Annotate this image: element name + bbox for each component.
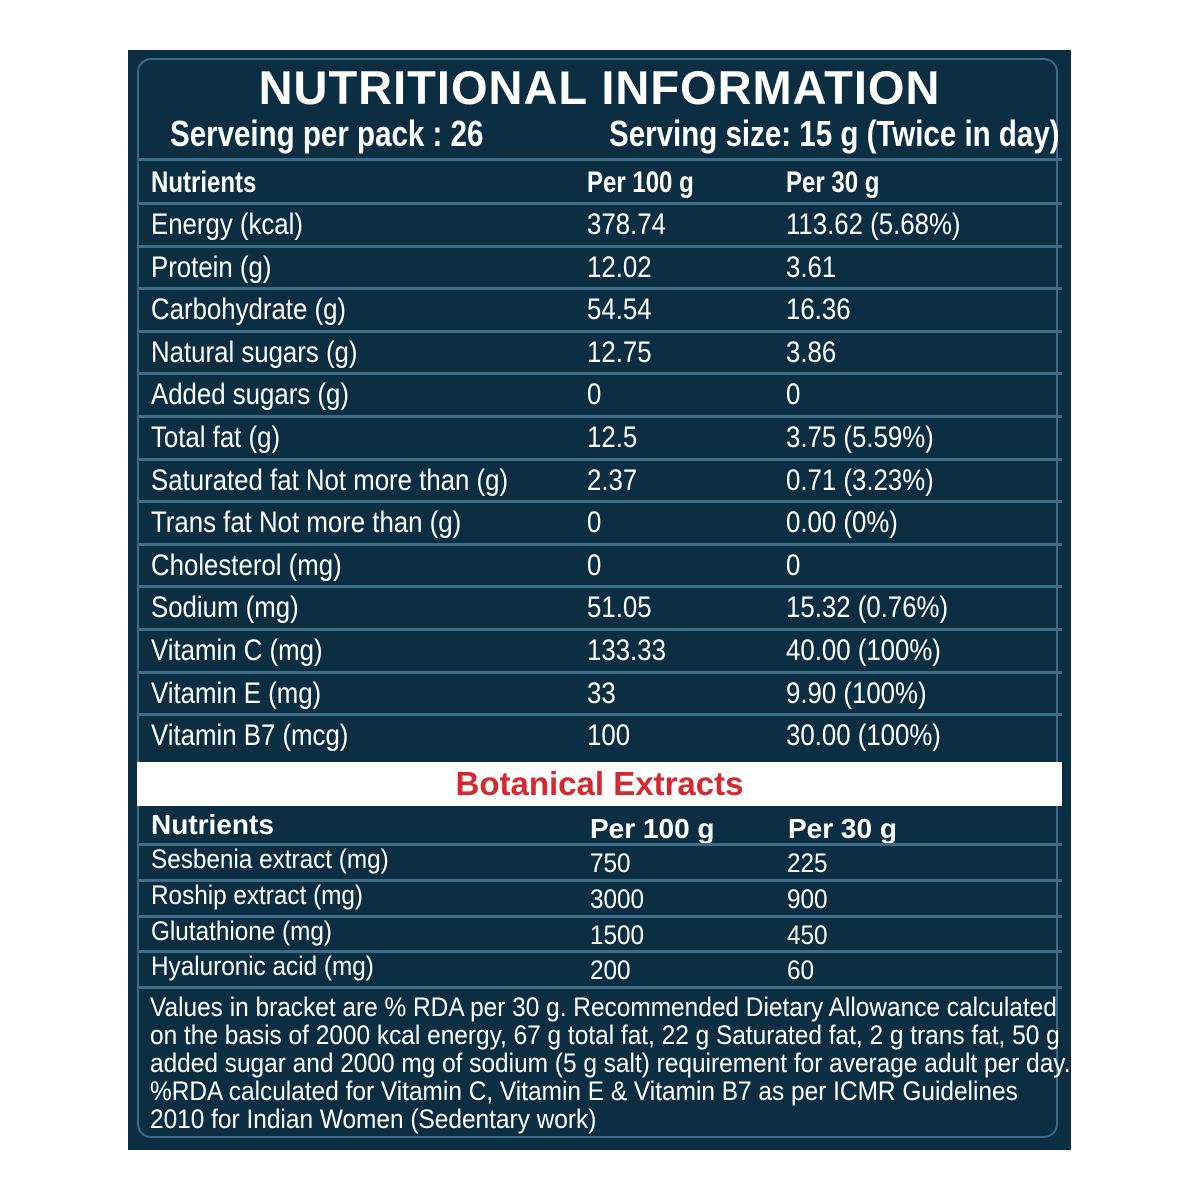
value-per-30g: 113.62 (5.68%) <box>786 208 961 241</box>
value-per-30g: 9.90 (100%) <box>786 676 927 710</box>
value-per-100g: 54.54 <box>587 293 652 327</box>
footnote-line: Values in bracket are % RDA per 30 g. Re… <box>150 992 1057 1022</box>
botanical-band <box>137 762 1062 806</box>
value-per-100g: 12.02 <box>587 250 652 284</box>
header-per-30g: Per 30 g <box>786 166 880 199</box>
botanical-nutrient-name: Roship extract (mg) <box>151 879 364 910</box>
nutrient-name: Saturated fat Not more than (g) <box>151 463 509 497</box>
table-divider <box>137 950 1062 954</box>
table-divider <box>137 914 1062 918</box>
table-divider <box>137 457 1062 461</box>
table-divider <box>137 500 1062 504</box>
value-per-30g: 3.86 <box>786 335 837 369</box>
nutrient-name: Natural sugars (g) <box>151 335 358 369</box>
serving-size: Serving size: 15 g (Twice in day) <box>609 113 1060 154</box>
value-per-30g: 0.71 (3.23%) <box>786 463 934 497</box>
value-per-30g: 0 <box>786 548 801 582</box>
value-per-30g: 40.00 (100%) <box>786 634 941 667</box>
header-nutrients: Nutrients <box>151 166 257 199</box>
value-per-100g: 33 <box>587 676 616 710</box>
botanical-title: Botanical Extracts <box>455 765 744 802</box>
header-per-100g: Per 100 g <box>587 166 694 199</box>
footnote-line: added sugar and 2000 mg of sodium (5 g s… <box>150 1048 1071 1078</box>
nutrient-name: Energy (kcal) <box>151 208 303 241</box>
value-per-100g: 51.05 <box>587 591 652 625</box>
value-per-100g: 2.37 <box>587 463 638 497</box>
botanical-header-per-30g: Per 30 g <box>788 813 897 844</box>
table-divider <box>137 986 1062 990</box>
table-divider <box>137 542 1062 546</box>
table-divider <box>137 843 1062 846</box>
botanical-value-per-100g: 200 <box>590 955 631 986</box>
nutrient-name: Vitamin E (mg) <box>151 676 322 710</box>
nutrient-name: Protein (g) <box>151 250 272 284</box>
panel-border <box>137 58 1058 1138</box>
table-divider <box>137 158 1062 161</box>
value-per-30g: 0 <box>786 378 801 412</box>
table-divider <box>137 585 1062 589</box>
table-divider <box>137 244 1062 248</box>
nutrient-name: Carbohydrate (g) <box>151 293 347 327</box>
botanical-value-per-100g: 750 <box>590 848 631 878</box>
botanical-value-per-30g: 900 <box>787 883 828 914</box>
nutrient-name: Cholesterol (mg) <box>151 548 342 582</box>
botanical-value-per-100g: 3000 <box>590 883 645 914</box>
value-per-30g: 0.00 (0%) <box>786 506 898 540</box>
nutrient-name: Vitamin B7 (mcg) <box>151 719 349 753</box>
footnote-line: %RDA calculated for Vitamin C, Vitamin E… <box>150 1076 1018 1106</box>
value-per-100g: 12.75 <box>587 335 652 369</box>
serving-per-pack: Serveing per pack : 26 <box>170 113 484 154</box>
value-per-30g: 3.61 <box>786 250 837 284</box>
nutrition-panel <box>128 50 1071 1150</box>
table-divider <box>137 287 1062 291</box>
botanical-value-per-30g: 225 <box>787 848 828 878</box>
value-per-100g: 378.74 <box>587 208 666 241</box>
table-divider <box>137 372 1062 376</box>
footnote-line: 2010 for Indian Women (Sedentary work) <box>150 1104 597 1134</box>
footnote: Values in bracket are % RDA per 30 g. Re… <box>150 992 1071 1134</box>
table-divider <box>137 329 1062 333</box>
botanical-nutrient-name: Hyaluronic acid (mg) <box>151 951 374 982</box>
botanical-nutrient-name: Sesbenia extract (mg) <box>151 844 389 874</box>
value-per-30g: 3.75 (5.59%) <box>786 421 934 454</box>
value-per-100g: 133.33 <box>587 634 666 667</box>
value-per-30g: 30.00 (100%) <box>786 719 941 753</box>
botanical-value-per-30g: 60 <box>787 955 815 986</box>
nutrient-name: Vitamin C (mg) <box>151 634 323 667</box>
nutrient-name: Sodium (mg) <box>151 591 299 625</box>
nutrient-name: Added sugars (g) <box>151 378 349 412</box>
footnote-line: on the basis of 2000 kcal energy, 67 g t… <box>150 1020 1060 1050</box>
value-per-100g: 0 <box>587 506 602 540</box>
value-per-100g: 12.5 <box>587 421 638 454</box>
nutrient-name: Total fat (g) <box>151 421 281 454</box>
value-per-100g: 0 <box>587 548 602 582</box>
botanical-value-per-100g: 1500 <box>590 919 645 950</box>
botanical-nutrient-name: Glutathione (mg) <box>151 915 332 946</box>
table-divider <box>137 670 1062 674</box>
botanical-header-nutrients: Nutrients <box>151 809 274 840</box>
botanical-value-per-30g: 450 <box>787 919 828 950</box>
page-title: NUTRITIONAL INFORMATION <box>258 61 941 114</box>
table-divider <box>137 628 1062 631</box>
value-per-100g: 0 <box>587 378 602 412</box>
table-divider <box>137 415 1062 418</box>
table-divider <box>137 878 1062 882</box>
value-per-30g: 15.32 (0.76%) <box>786 591 949 625</box>
table-divider <box>137 202 1062 205</box>
botanical-header-per-100g: Per 100 g <box>590 813 715 844</box>
value-per-30g: 16.36 <box>786 293 851 327</box>
value-per-100g: 100 <box>587 719 631 753</box>
table-divider <box>137 713 1062 717</box>
nutrient-name: Trans fat Not more than (g) <box>151 506 462 540</box>
